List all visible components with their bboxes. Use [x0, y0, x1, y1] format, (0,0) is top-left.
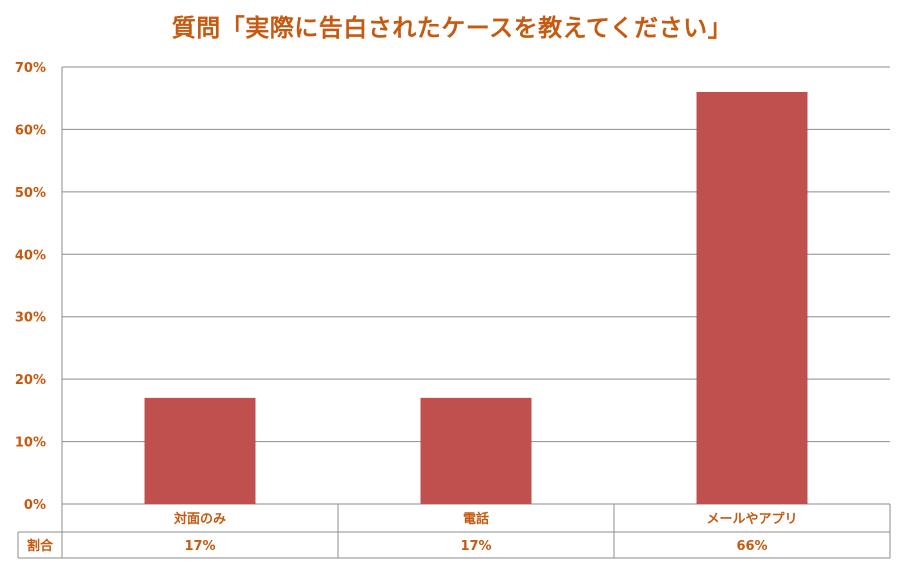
- chart-title: 質問「実際に告白されたケースを教えてください」: [171, 14, 733, 42]
- y-tick-label: 60%: [15, 123, 46, 138]
- y-tick-label: 50%: [15, 186, 46, 201]
- table-cell: 17%: [460, 539, 491, 554]
- y-tick-label: 20%: [15, 373, 46, 388]
- table-row-header: 割合: [27, 538, 54, 554]
- table-cell: 17%: [184, 539, 215, 554]
- bar-2: [420, 397, 532, 504]
- category-label: 対面のみ: [173, 511, 226, 527]
- table-cell: 66%: [736, 539, 767, 554]
- y-tick-label: 0%: [24, 498, 46, 513]
- bar-3: [696, 91, 808, 504]
- y-tick-label: 70%: [15, 61, 46, 76]
- y-tick-label: 10%: [15, 436, 46, 451]
- y-tick-label: 40%: [15, 248, 46, 263]
- y-tick-label: 30%: [15, 311, 46, 326]
- category-label: 電話: [463, 511, 489, 527]
- bar-1: [144, 397, 256, 504]
- category-label: メールやアプリ: [706, 512, 797, 527]
